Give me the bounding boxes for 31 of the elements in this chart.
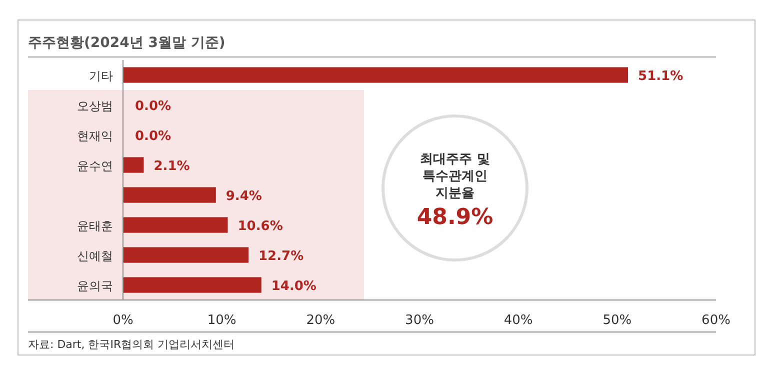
data-label: 51.1% <box>638 69 684 84</box>
annotation: 최대주주 및 특수관계인 지분율 48.9% <box>416 152 494 230</box>
data-label: 2.1% <box>154 159 190 174</box>
y-tick-label: 신예철 <box>77 249 113 263</box>
data-label: 14.0% <box>271 279 316 294</box>
x-tick-label: 40% <box>504 313 533 328</box>
y-tick-label: 현재익 <box>77 129 113 143</box>
bar <box>123 277 262 293</box>
x-tick-label: 30% <box>405 313 434 328</box>
data-label: 0.0% <box>135 129 172 144</box>
bar <box>123 247 249 263</box>
data-label: 12.7% <box>258 249 304 264</box>
y-tick-label: 기타 <box>89 69 113 83</box>
x-tick-label: 60% <box>702 313 730 328</box>
bar <box>123 67 628 83</box>
y-tick-label: 윤수연 <box>77 159 113 173</box>
x-tick-label: 20% <box>306 313 336 328</box>
y-tick-label: 윤태훈 <box>77 219 113 233</box>
bar <box>123 217 228 233</box>
x-tick-label: 10% <box>207 313 236 328</box>
data-label: 9.4% <box>226 189 262 204</box>
data-label: 10.6% <box>238 219 283 234</box>
y-tick-label: 윤의국 <box>77 279 113 293</box>
bar <box>123 187 216 203</box>
text: 자료: Dart, 한국IR협의회 기업리서치센터 <box>28 338 235 351</box>
chart-title: 주주현황(2024년 3월말 기준) <box>28 35 226 51</box>
data-label: 0.0% <box>135 99 172 114</box>
x-tick-label: 0% <box>112 313 134 328</box>
bar <box>123 157 144 173</box>
x-tick-label: 50% <box>602 313 632 328</box>
y-tick-label: 오상범 <box>77 99 113 113</box>
